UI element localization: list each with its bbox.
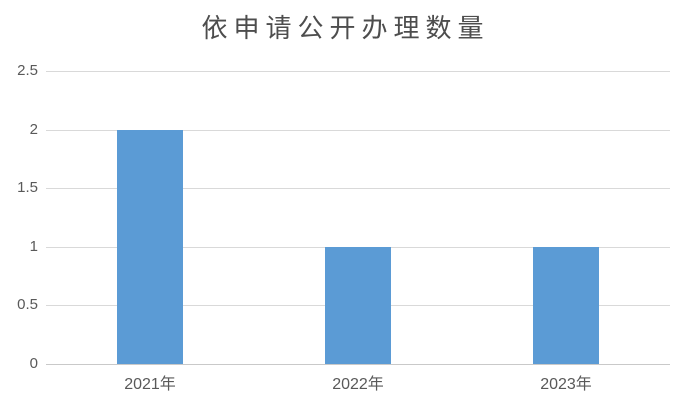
y-tick-label: 1.5 [17,179,38,196]
gridline [46,188,670,189]
y-tick-label: 2.5 [17,62,38,79]
bar-2022年 [325,247,391,364]
gridline [46,71,670,72]
y-tick-label: 0 [29,355,38,372]
x-axis-line [46,364,670,365]
x-axis-label: 2021年 [124,376,176,393]
chart-title: 依申请公开办理数量 [201,14,490,44]
bar-2021年 [117,130,183,364]
x-axis-label: 2023年 [540,376,592,393]
y-tick-label: 2 [29,121,38,138]
bar-2023年 [533,247,599,364]
gridline [46,130,670,131]
y-tick-label: 0.5 [17,296,38,313]
y-tick-label: 1 [29,238,38,255]
x-axis-label: 2022年 [332,376,384,393]
